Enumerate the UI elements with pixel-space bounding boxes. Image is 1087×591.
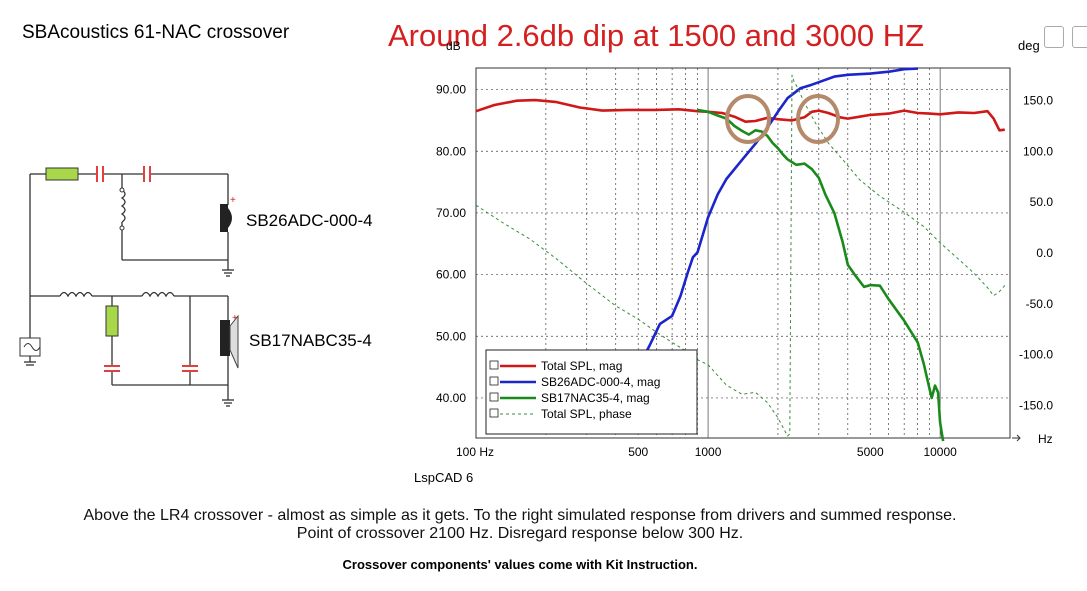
y2-tick-label: 100.0 — [1023, 144, 1053, 158]
x-tick-label: 1000 — [695, 445, 722, 459]
series-line-2 — [637, 67, 918, 368]
y-tick-label: 60.00 — [436, 268, 466, 282]
x-tick-label: 500 — [628, 445, 648, 459]
x-tick-label: 5000 — [857, 445, 884, 459]
y-axis-label: dB — [446, 39, 461, 53]
woofer-label: SB17NABC35-4 — [249, 331, 372, 350]
y-tick-label: 90.00 — [436, 83, 466, 97]
woofer-polarity: + — [232, 313, 238, 324]
checkbox-2[interactable] — [1072, 26, 1087, 48]
y2-tick-label: 50.0 — [1030, 195, 1054, 209]
kit-note: Crossover components' values come with K… — [342, 557, 698, 572]
software-label: LspCAD 6 — [414, 470, 474, 485]
tweeter-icon — [220, 204, 232, 232]
legend-label: SB17NAC35-4, mag — [541, 391, 650, 405]
series-line-4 — [475, 74, 1006, 437]
legend-label: Total SPL, mag — [541, 359, 622, 373]
legend-label: SB26ADC-000-4, mag — [541, 375, 660, 389]
y2-tick-label: 150.0 — [1023, 94, 1053, 108]
tweeter-label: SB26ADC-000-4 — [246, 211, 373, 230]
series-line-3 — [697, 108, 945, 442]
x-tick-label: 100 Hz — [456, 445, 494, 459]
page-title: SBAcoustics 61-NAC crossover — [22, 22, 290, 43]
y2-axis-label: deg — [1018, 38, 1040, 53]
description-line-2: Point of crossover 2100 Hz. Disregard re… — [296, 525, 744, 542]
description-line-1: Above the LR4 crossover - almost as simp… — [83, 507, 957, 524]
legend-checkbox — [489, 376, 499, 386]
chart-legend: Total SPL, mag SB26ADC-000-4, mag SB17NAC3… — [485, 349, 698, 435]
y2-tick-label: -100.0 — [1019, 348, 1053, 362]
dip-circle-1500 — [725, 94, 771, 144]
tweeter-polarity: + — [230, 195, 236, 206]
legend-checkbox — [489, 392, 499, 402]
legend-checkbox — [489, 360, 499, 370]
signal-source-icon — [19, 337, 41, 357]
dip-circle-3000 — [796, 94, 840, 144]
crossover-schematic: + + — [19, 166, 239, 407]
legend-label: Total SPL, phase — [541, 407, 632, 421]
y-tick-label: 80.00 — [436, 144, 466, 158]
x-axis-unit: Hz — [1038, 432, 1053, 446]
y-tick-label: 40.00 — [436, 391, 466, 405]
y-tick-label: 50.00 — [436, 329, 466, 343]
legend-checkbox — [489, 408, 499, 418]
y2-tick-label: 0.0 — [1036, 246, 1053, 260]
y-tick-label: 70.00 — [436, 206, 466, 220]
y2-tick-label: -50.0 — [1026, 297, 1054, 311]
x-tick-label: 10000 — [923, 445, 957, 459]
checkbox-1[interactable] — [1044, 26, 1064, 48]
dip-annotation: Around 2.6db dip at 1500 and 3000 HZ — [388, 18, 925, 53]
woofer-icon — [220, 314, 239, 369]
y2-tick-label: -150.0 — [1019, 398, 1053, 412]
